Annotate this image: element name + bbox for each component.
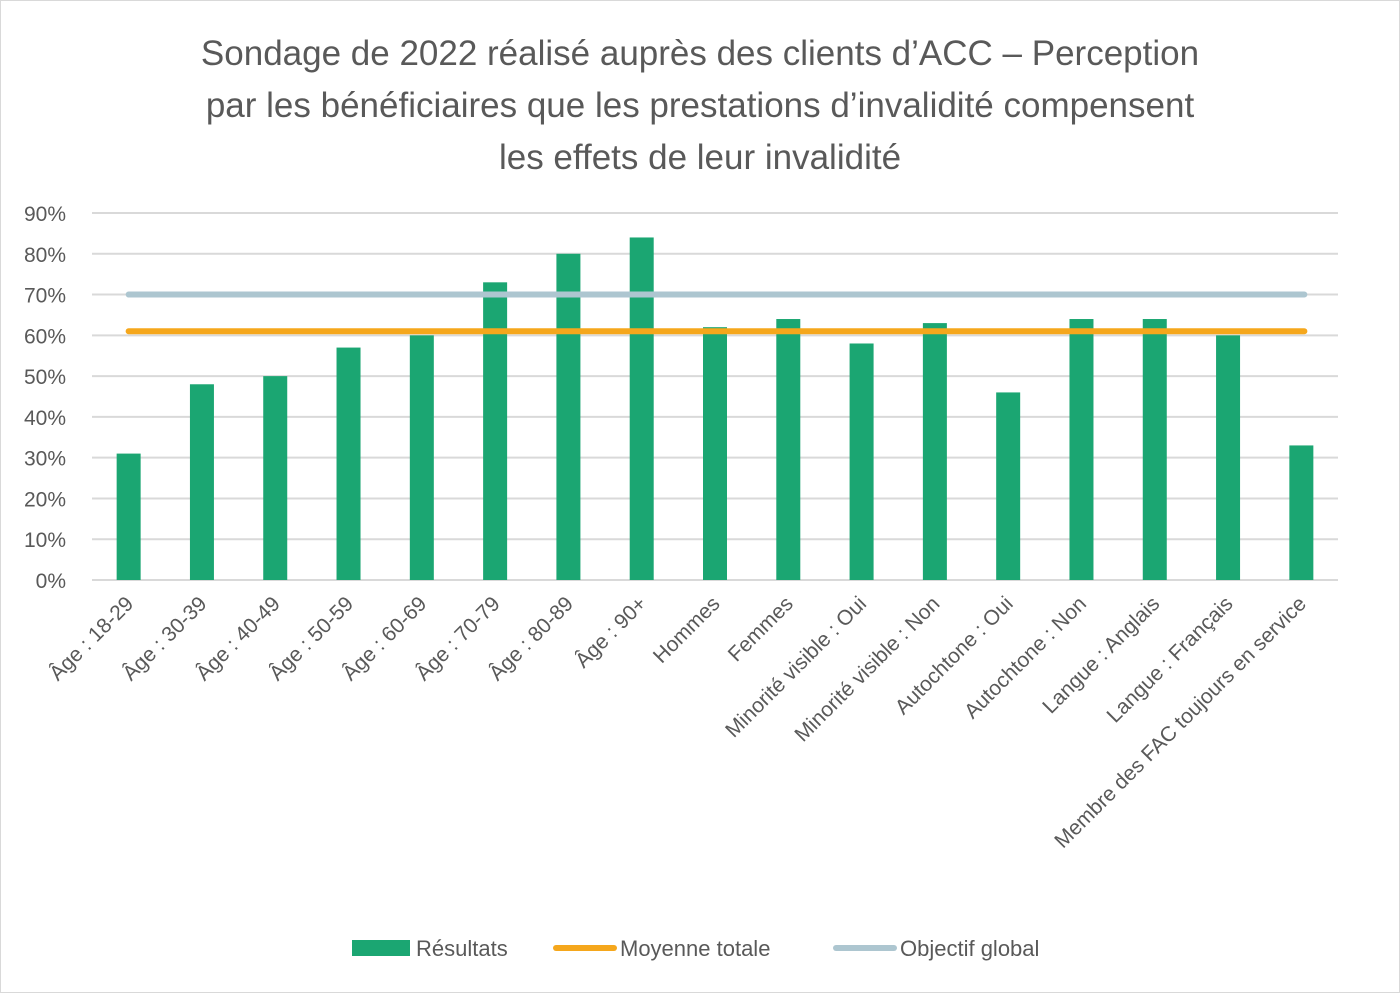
chart-title: Sondage de 2022 réalisé auprès des clien… xyxy=(0,28,1400,184)
bar xyxy=(263,376,288,580)
title-line: les effets de leur invalidité xyxy=(498,138,902,177)
bar xyxy=(922,323,947,580)
x-tick-label: Âge : 90+ xyxy=(571,592,651,672)
legend-swatch-bar xyxy=(352,940,410,956)
bar xyxy=(336,347,361,580)
bar xyxy=(189,384,214,580)
y-tick-label: 50% xyxy=(24,366,66,389)
y-tick-label: 40% xyxy=(24,407,66,430)
title-line: Sondage de 2022 réalisé auprès des clien… xyxy=(200,34,1200,73)
bar xyxy=(483,282,508,580)
title-line: par les bénéficiaires que les prestation… xyxy=(205,86,1195,125)
bar xyxy=(556,253,581,580)
bar xyxy=(1069,319,1094,580)
x-tick-label: Langue : Français xyxy=(1102,592,1237,727)
y-tick-label: 90% xyxy=(24,203,66,226)
bar xyxy=(849,343,874,580)
y-tick-label: 80% xyxy=(24,244,66,267)
y-tick-label: 70% xyxy=(24,285,66,308)
bar xyxy=(1289,445,1314,580)
y-tick-label: 60% xyxy=(24,325,66,348)
bar xyxy=(776,319,801,580)
y-tick-label: 20% xyxy=(24,488,66,511)
x-tick-label: Femmes xyxy=(724,592,798,666)
bar xyxy=(996,392,1021,580)
legend-label: Moyenne totale xyxy=(620,936,770,961)
x-tick-label: Membre des FAC toujours en service xyxy=(1050,592,1311,853)
x-tick-label: Hommes xyxy=(649,592,725,668)
legend-label: Objectif global xyxy=(900,936,1039,961)
bar xyxy=(116,453,141,580)
y-tick-label: 10% xyxy=(24,529,66,552)
x-tick-label: Autochtone : Non xyxy=(960,592,1091,723)
legend-label: Résultats xyxy=(416,936,508,961)
bar xyxy=(1142,319,1167,580)
bar xyxy=(629,237,654,580)
x-tick-label: Minorité visible : Non xyxy=(790,592,944,746)
bar xyxy=(703,327,727,580)
x-tick-label: Minorité visible : Oui xyxy=(721,592,871,742)
y-tick-label: 30% xyxy=(24,448,66,471)
bar xyxy=(1216,335,1241,580)
y-tick-label: 0% xyxy=(36,570,66,593)
bar xyxy=(409,335,434,580)
